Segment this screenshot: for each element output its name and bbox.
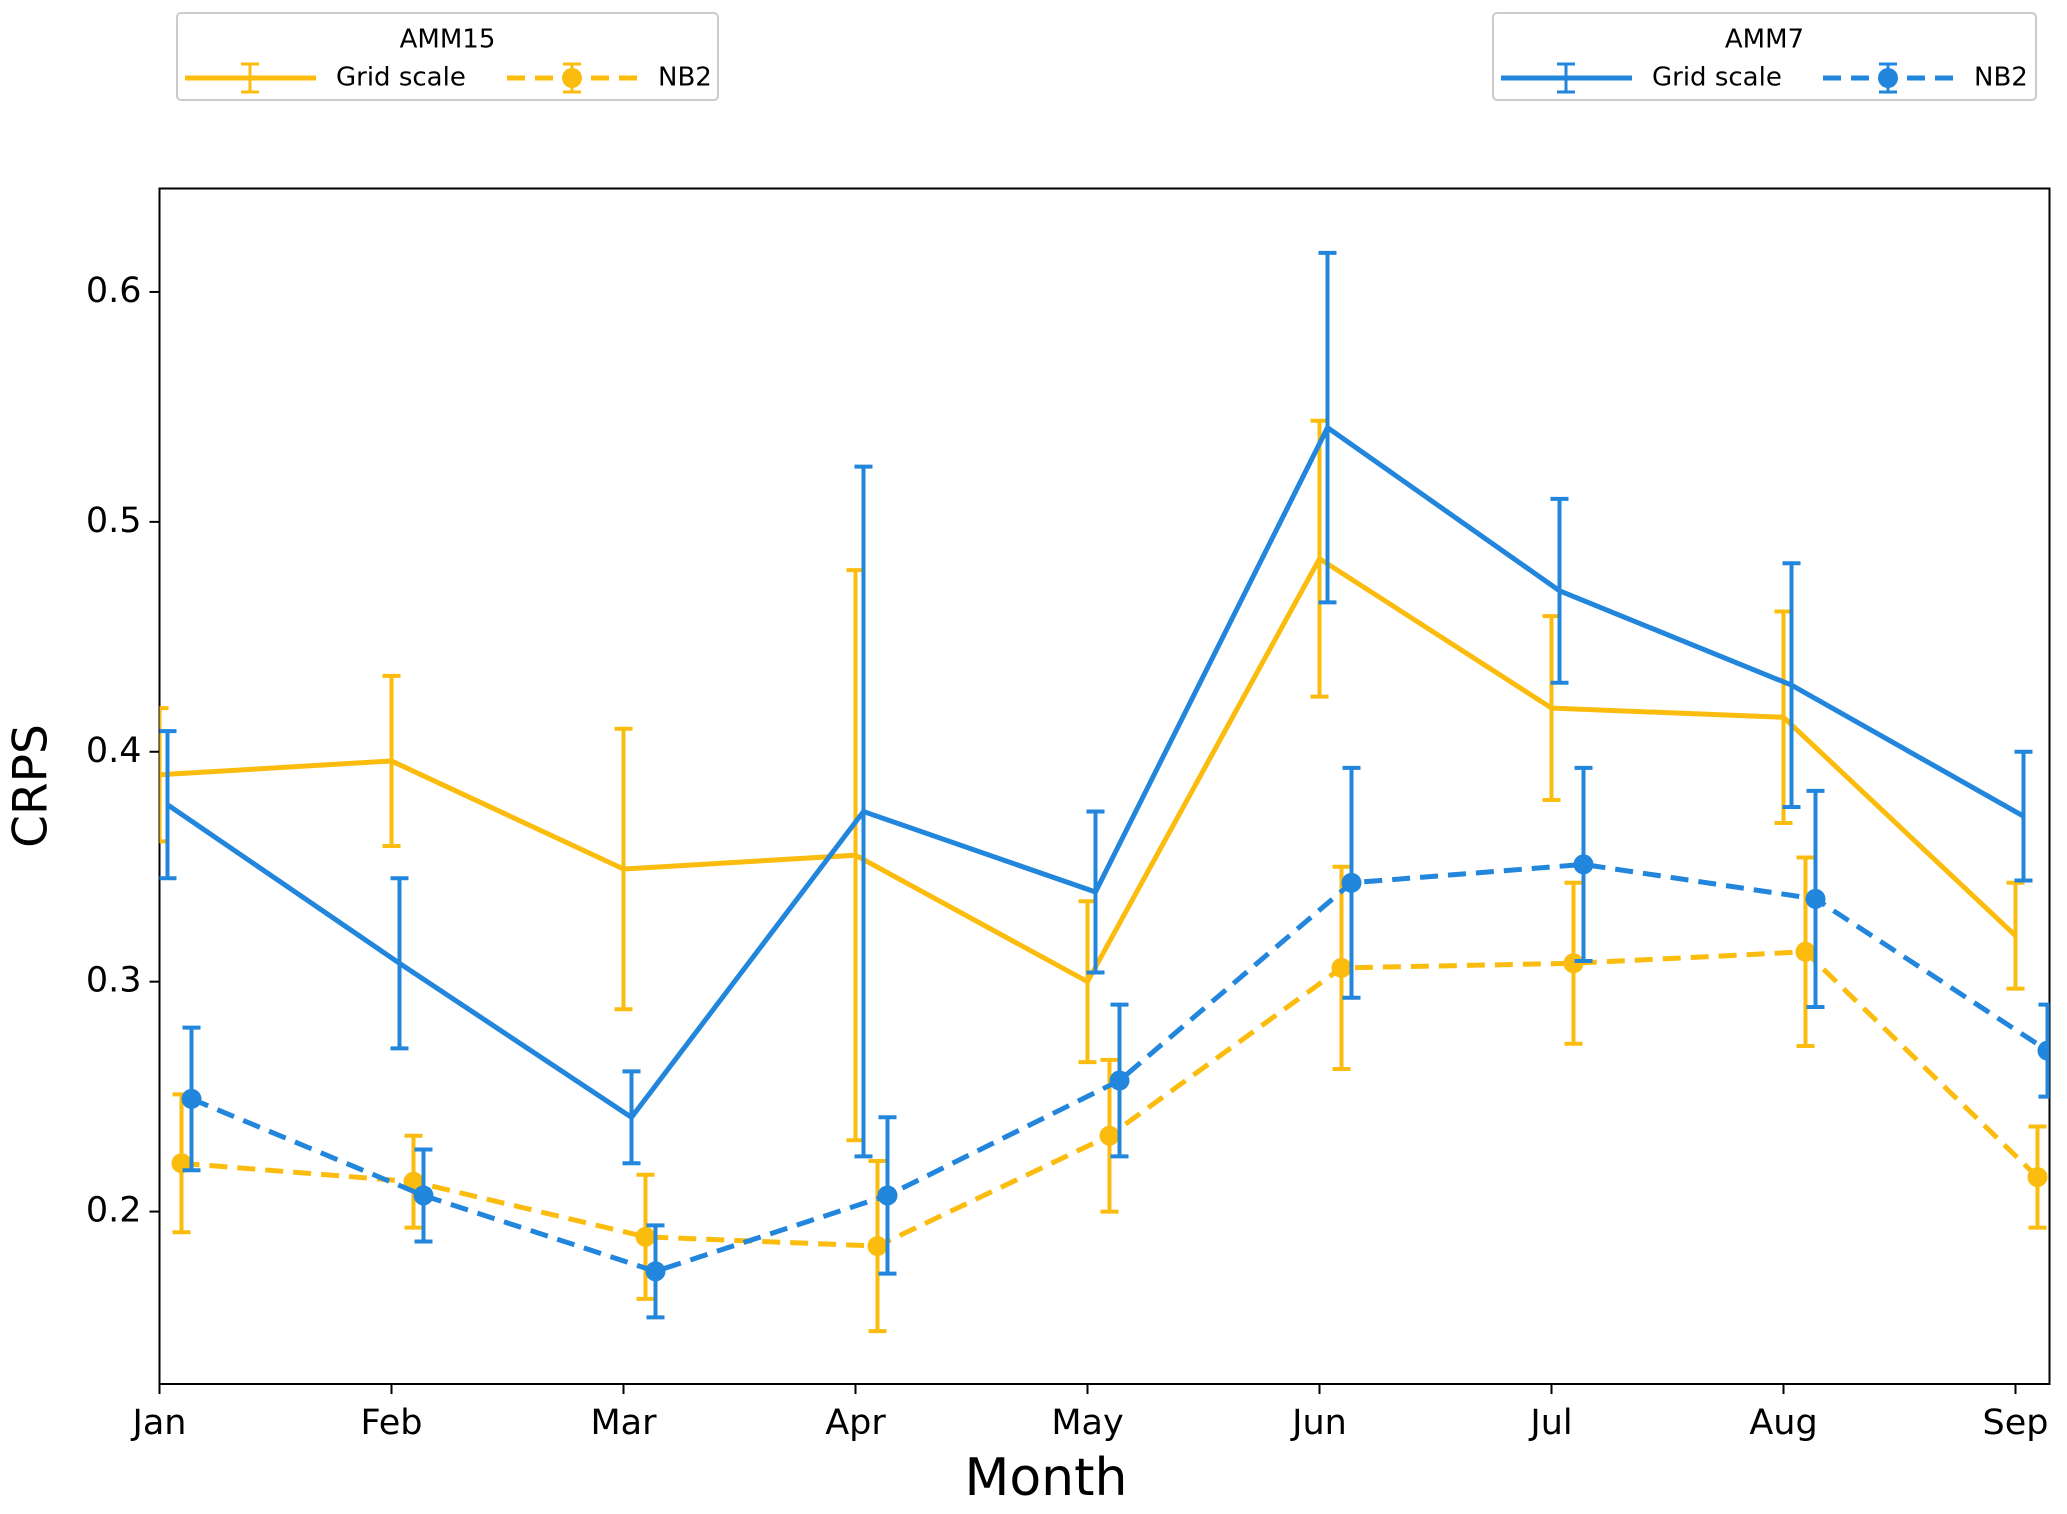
- legend-title: AMM7: [1725, 25, 1804, 55]
- marker: [867, 1236, 888, 1257]
- error-bar: [159, 729, 177, 881]
- marker: [2027, 1167, 2048, 1188]
- marker: [1795, 941, 1816, 962]
- legend-label: NB2: [658, 63, 712, 93]
- x-tick-label: Jul: [1528, 1403, 1572, 1443]
- series-line: [190, 861, 2049, 1274]
- marker: [877, 1185, 898, 1206]
- error-bar: [614, 726, 633, 1012]
- legend-handle: [562, 68, 582, 88]
- legend-handle: [1557, 62, 1575, 94]
- x-tick-label: Feb: [361, 1403, 423, 1443]
- y-tick-label: 0.3: [86, 961, 142, 1001]
- marker: [1099, 1125, 1120, 1146]
- x-axis-label: Month: [965, 1448, 1128, 1508]
- legend-label: Grid scale: [1652, 63, 1782, 93]
- error-bar: [390, 876, 409, 1051]
- marker: [1109, 1070, 1130, 1091]
- data-layer: [159, 250, 2050, 1334]
- x-tick-label: Apr: [825, 1403, 886, 1443]
- error-bar: [854, 464, 873, 1159]
- marker: [1331, 957, 1352, 978]
- error-bar: [1086, 809, 1105, 975]
- x-tick-label: Jan: [131, 1403, 187, 1443]
- error-bar: [2006, 880, 2025, 991]
- legend-label: NB2: [1974, 63, 2028, 93]
- y-tick-label: 0.4: [86, 731, 142, 771]
- x-tick-label: May: [1051, 1403, 1123, 1443]
- marker: [645, 1261, 666, 1282]
- marker: [1563, 953, 1584, 974]
- marker: [413, 1185, 434, 1206]
- error-bar: [1550, 496, 1569, 685]
- legend-label: Grid scale: [336, 63, 466, 93]
- marker: [1341, 872, 1362, 893]
- y-axis-label: CRPS: [4, 724, 59, 848]
- x-tick-label: Sep: [1983, 1403, 2049, 1443]
- marker: [635, 1226, 656, 1247]
- marker: [1573, 854, 1594, 875]
- legend-handle: [1878, 68, 1898, 88]
- y-tick-label: 0.2: [86, 1191, 142, 1231]
- marker: [181, 1088, 202, 1109]
- x-tick-label: Aug: [1749, 1403, 1817, 1443]
- x-tick-label: Jun: [1290, 1403, 1347, 1443]
- error-bar: [622, 1069, 641, 1166]
- error-bar: [2014, 749, 2033, 883]
- y-tick-label: 0.6: [86, 271, 142, 311]
- error-bar: [1318, 250, 1337, 605]
- error-bar: [382, 673, 401, 849]
- series-line: [166, 423, 2025, 1121]
- marker: [1805, 888, 1826, 909]
- legend-handle: [241, 62, 259, 94]
- legend-title: AMM15: [400, 25, 496, 55]
- marker: [2037, 1040, 2050, 1061]
- x-tick-label: Mar: [590, 1403, 657, 1443]
- error-bar: [1782, 561, 1801, 809]
- y-tick-label: 0.5: [86, 501, 142, 541]
